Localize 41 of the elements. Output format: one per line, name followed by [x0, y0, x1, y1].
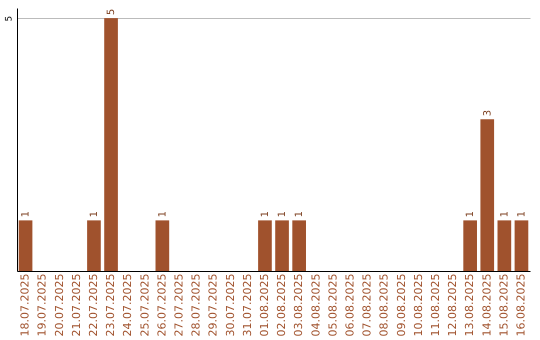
data-label: 1 — [499, 211, 510, 218]
x-tick-label: 02.08.2025 — [275, 274, 288, 336]
x-tick-label: 21.07.2025 — [70, 274, 83, 336]
data-label: 1 — [88, 211, 100, 218]
x-tick-label: 13.08.2025 — [463, 274, 476, 336]
x-tick-label: 19.07.2025 — [36, 274, 49, 336]
x-tick-label: 01.08.2025 — [258, 274, 271, 336]
data-label: 1 — [465, 211, 476, 218]
x-tick-label: 10.08.2025 — [412, 274, 425, 336]
data-label: 1 — [260, 211, 271, 218]
x-tick-label: 26.07.2025 — [155, 274, 168, 336]
x-tick-label: 27.07.2025 — [172, 274, 186, 336]
x-tick-label: 06.08.2025 — [343, 274, 356, 336]
x-tick-label: 28.07.2025 — [190, 274, 203, 336]
x-tick-label: 15.08.2025 — [497, 274, 510, 336]
x-tick-label: 23.07.2025 — [104, 274, 118, 336]
x-tick-label: 25.07.2025 — [138, 274, 152, 336]
x-tick-label: 29.07.2025 — [206, 274, 220, 336]
x-tick-label: 24.07.2025 — [121, 274, 134, 336]
data-label: 1 — [294, 211, 306, 218]
x-tick-label: 12.08.2025 — [446, 274, 460, 336]
x-tick-label: 14.08.2025 — [480, 274, 494, 336]
x-tick-label: 31.07.2025 — [240, 274, 254, 336]
x-tick-label: 11.08.2025 — [428, 274, 442, 336]
x-tick-label: 03.08.2025 — [292, 274, 306, 336]
data-label: 1 — [516, 211, 528, 218]
x-tick-label: 20.07.2025 — [52, 274, 66, 336]
data-label: 1 — [157, 211, 168, 218]
x-tick-label: 07.08.2025 — [360, 274, 374, 336]
x-tick-label: 18.07.2025 — [18, 274, 32, 336]
x-tick-label: 05.08.2025 — [326, 274, 340, 336]
x-tick-label: 16.08.2025 — [514, 274, 528, 336]
x-tick-label: 08.08.2025 — [378, 274, 391, 336]
x-tick-label: 09.08.2025 — [394, 274, 408, 336]
data-label: 3 — [482, 110, 494, 116]
data-label: 1 — [277, 211, 288, 218]
x-tick-label: 04.08.2025 — [309, 274, 322, 336]
data-label: 5 — [106, 8, 118, 16]
x-tick-label: 22.07.2025 — [86, 274, 100, 336]
data-label: 1 — [20, 211, 32, 218]
x-tick-label: 30.07.2025 — [224, 274, 237, 336]
